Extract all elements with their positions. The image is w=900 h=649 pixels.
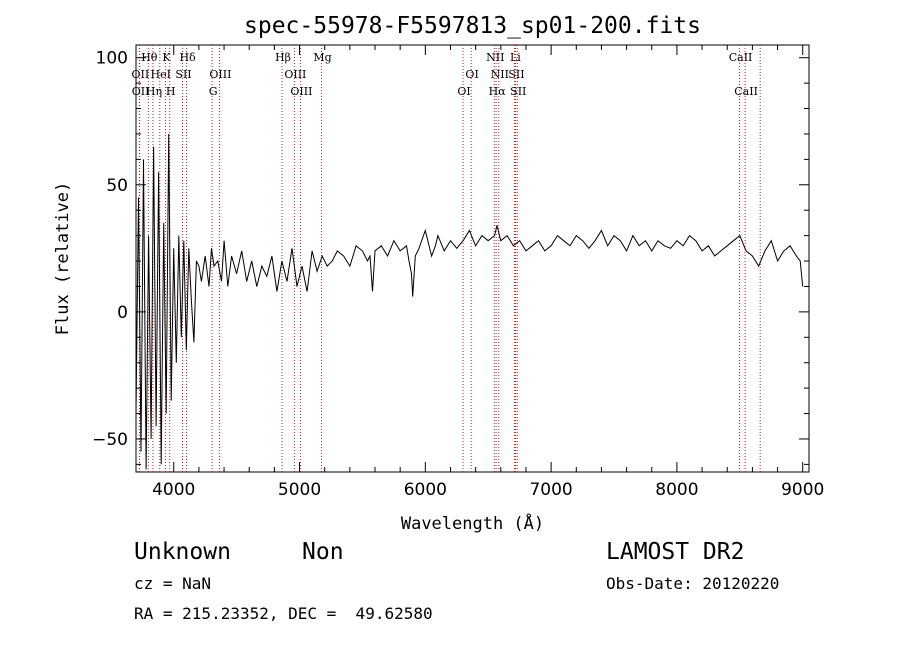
spectrum-line-0 [135,133,804,470]
plot-frame [135,44,810,473]
coordinates: RA = 215.23352, DEC = 49.62580 [134,604,433,623]
survey-label: LAMOST DR2 [606,539,745,565]
line-label-19: Hα [489,85,507,98]
class-label: Unknown [134,539,231,565]
line-label-24: CaII [734,85,758,98]
obs-date: Obs-Date: 20120220 [606,574,780,593]
line-label-16: OI [457,85,470,98]
chart-title: spec-55978-F5597813_sp01-200.fits [244,13,701,39]
x-axis-label: Wavelength (Å) [401,512,544,534]
line-label-13: OIII [290,85,312,98]
y-tick-label: −50 [92,430,128,450]
y-tick-label: 0 [117,303,128,323]
x-tick-label: 4000 [152,480,195,500]
line-label-8: Hδ [179,51,196,64]
line-label-14: Mg [313,51,331,64]
line-label-17: NII [486,51,504,64]
x-tick-label: 9000 [781,480,824,500]
x-tick-label: 7000 [529,480,572,500]
y-axis-label: Flux (relative) [53,182,73,336]
line-label-10: G [209,85,218,98]
x-tick-label: 5000 [278,480,321,500]
line-label-9: OIII [209,68,231,81]
line-label-3: Hη [146,85,162,98]
line-label-12: OIII [284,68,306,81]
line-label-7: SII [175,68,191,81]
y-tick-label: 50 [106,176,128,196]
subclass-label: Non [302,539,344,565]
line-label-15: OI [465,68,478,81]
line-label-23: CaII [729,51,753,64]
line-label-1: OII [132,68,150,81]
x-tick-label: 8000 [655,480,698,500]
line-label-22: SII [510,85,526,98]
line-label-0: Hθ [141,51,158,64]
line-label-21: SII [508,68,524,81]
line-label-5: HeI [151,68,171,81]
line-label-2: OII [132,85,150,98]
line-label-6: H [166,85,176,98]
x-tick-label: 6000 [404,480,447,500]
redshift-value: cz = NaN [134,574,212,593]
y-tick-label: 100 [96,49,128,69]
line-label-11: Hβ [275,51,291,64]
line-label-4: K [162,51,171,64]
line-label-18: NII [491,68,509,81]
